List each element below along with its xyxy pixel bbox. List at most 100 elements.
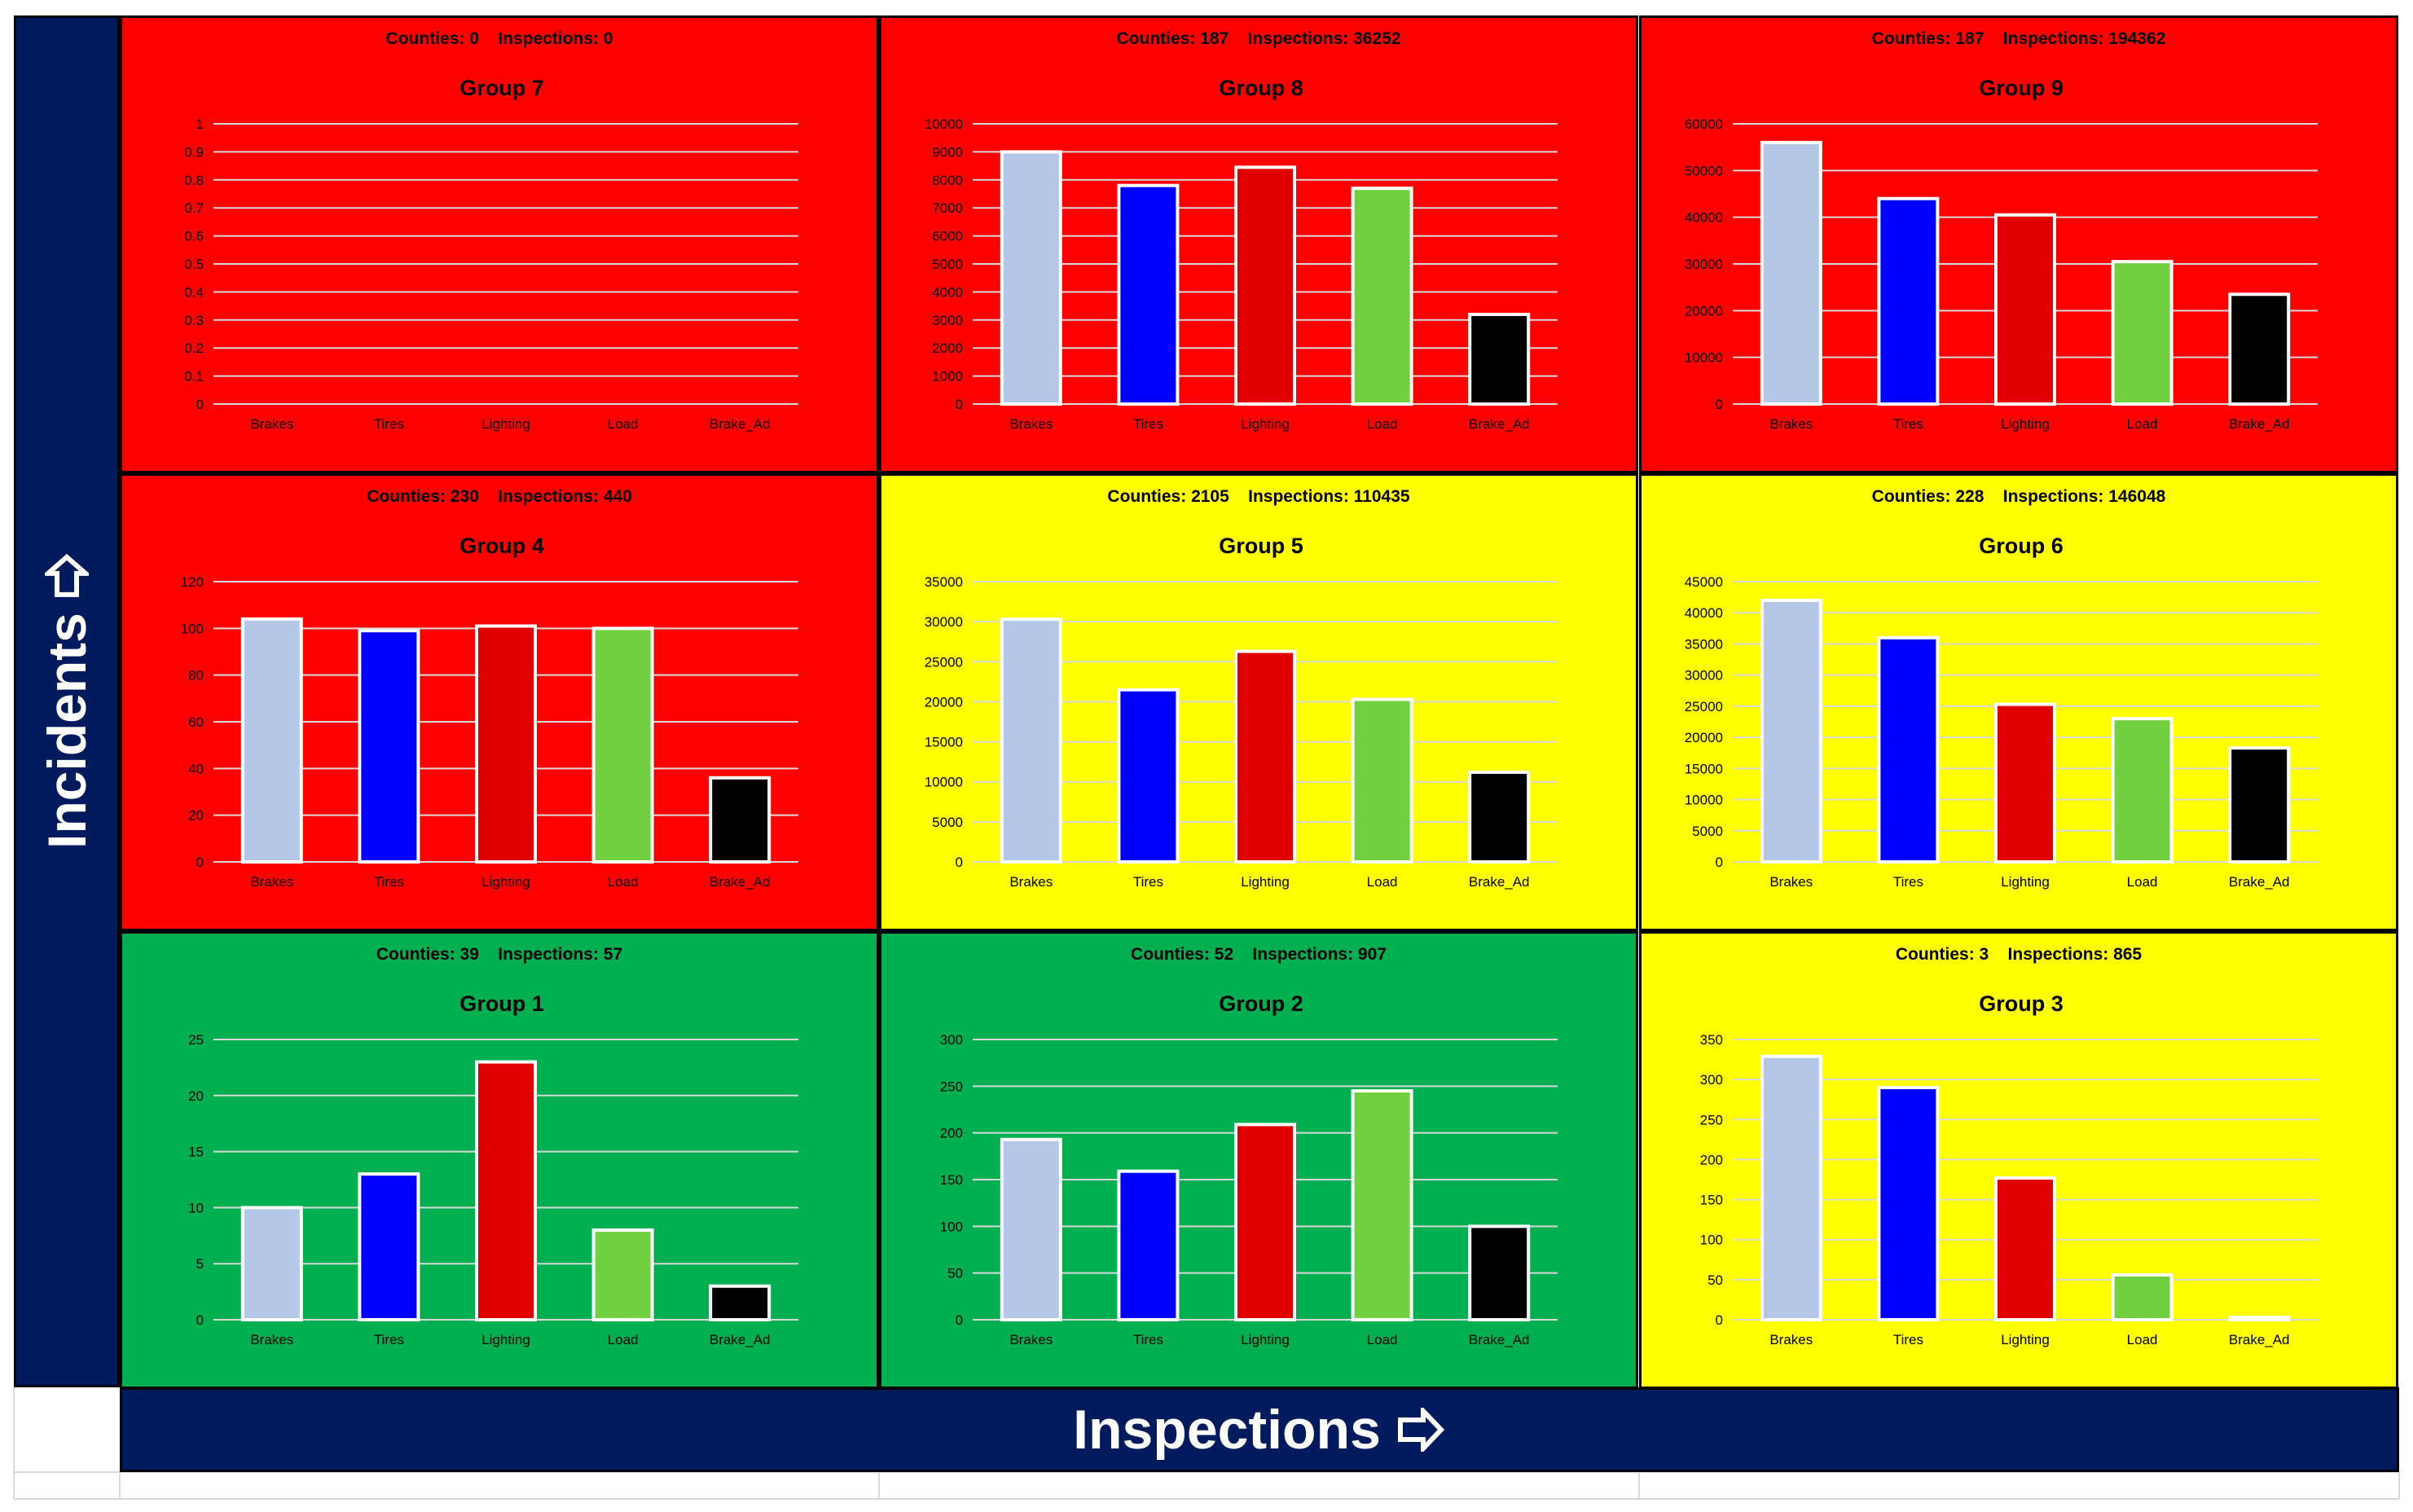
group-8-x-tick-label: Brakes [1009,416,1053,432]
group-6-x-tick-label: Lighting [2001,874,2050,890]
group-4-x-tick-label: Tires [374,874,404,890]
group-8-y-tick-label: 3000 [932,313,963,328]
group-7-y-tick-label: 0.2 [184,341,204,356]
group-8-chart: Group 8 0 1000 2000 3000 4000 5000 6000 7000 8000… [925,76,1558,432]
group-4-panel: Counties: 230 Inspections: 440 Group 4 0 20… [120,473,879,931]
group-5-chart: Group 5 0 5000 10000 15000 20000 25000 30000 350… [925,534,1558,890]
group-1-x-tick-label: Tires [374,1332,404,1347]
group-9-bar-lighting [1994,213,2056,406]
arrow-right-icon [1397,1408,1445,1452]
group-5-x-tick-label: Tires [1133,874,1163,890]
group-5-title: Group 5 [1219,534,1303,558]
group-4-bar-tires [358,629,420,864]
group-2-bar-brake-ad [1468,1224,1531,1322]
group-5-bar-brake-ad [1468,770,1531,864]
group-8-counties-value: 187 [1200,29,1229,48]
group-3-bar-lighting [1994,1176,2056,1321]
group-1-inspections-value: 57 [603,945,623,964]
group-6-x-tick-label: Brakes [1769,874,1813,890]
group-4-inspections-value: 440 [603,487,632,506]
group-6-y-tick-label: 45000 [1685,574,1723,590]
group-1-y-tick-label: 10 [188,1200,204,1215]
group-3-x-tick-label: Tires [1893,1332,1923,1347]
group-5-bar-tires [1117,688,1180,864]
group-8-y-tick-label: 10000 [925,116,963,132]
group-3-x-tick-label: Brakes [1769,1332,1813,1347]
group-1-inspections-label: Inspections: [478,945,604,964]
group-4-y-tick-label: 20 [188,808,204,824]
group-2-bar-tires [1117,1169,1180,1321]
group-2-y-tick-label: 250 [940,1079,963,1094]
group-5-bar-brakes [1000,618,1062,864]
group-7-counties-value: 0 [469,29,479,48]
group-4-x-tick-label: Lighting [481,874,530,890]
group-3-y-tick-label: 250 [1700,1112,1723,1127]
group-2-x-tick-label: Tires [1133,1332,1163,1347]
group-2-inspections-value: 907 [1357,945,1387,964]
group-5-inspections-value: 110435 [1353,487,1410,506]
group-7-y-tick-label: 1 [196,116,204,132]
x-axis-banner: Inspections [120,1387,2399,1472]
group-5-y-tick-label: 25000 [925,654,963,670]
group-1-bar-lighting [475,1060,537,1322]
group-8-x-tick-label: Brake_Ad [1469,416,1530,432]
group-8-y-tick-label: 1000 [932,369,963,385]
group-9-y-tick-label: 60000 [1685,116,1723,132]
group-6-counties-label: Counties: [1871,487,1956,506]
group-6-x-tick-label: Brake_Ad [2229,874,2290,890]
group-7-x-tick-label: Brakes [250,416,293,432]
group-9-y-tick-label: 30000 [1685,257,1723,272]
group-7-y-tick-label: 0.8 [184,173,204,188]
group-8-title: Group 8 [1219,76,1303,100]
group-8-bar-lighting [1234,165,1296,406]
group-7-x-tick-label: Lighting [481,416,530,432]
group-4-chart: Group 4 0 20 40 60 80 100 120 Brakes Tires Lightin… [181,534,798,890]
group-3-y-tick-label: 50 [1708,1272,1723,1288]
x-axis-title: Inspections [1073,1399,1381,1461]
group-4-bar-brakes [240,617,303,864]
group-5-x-tick-label: Load [1367,874,1398,890]
group-7-chart: Group 7 0 0.1 0.2 0.3 0.4 0.5 0.6 0.7 0.8 0.9 1 Brak… [184,76,798,432]
group-2-counties-value: 52 [1214,945,1234,964]
group-9-x-tick-label: Brakes [1769,416,1813,432]
group-9-bar-load [2111,260,2173,406]
group-7-y-tick-label: 0.9 [184,144,204,160]
group-6-bar-tires [1877,635,1940,864]
group-6-panel: Counties: 228 Inspections: 146048 Group 6… [1639,473,2398,931]
group-2-bar-lighting [1234,1123,1296,1321]
group-7-title: Group 7 [459,76,544,100]
group-4-bar-brake-ad [709,776,771,864]
group-8-counties-label: Counties: [1116,29,1201,48]
group-5-counties-label: Counties: [1107,487,1192,506]
group-3-bar-brakes [1760,1054,1822,1321]
group-7-y-tick-label: 0 [196,397,204,412]
group-7-counties-label: Counties: [385,29,470,48]
group-8-y-tick-label: 2000 [932,341,963,356]
group-1-y-tick-label: 25 [188,1032,204,1048]
group-1-x-tick-label: Load [608,1332,639,1347]
group-1-x-tick-label: Brake_Ad [710,1332,771,1347]
group-8-panel: Counties: 187 Inspections: 36252 Group 8 0… [879,15,1638,473]
group-7-y-tick-label: 0.7 [184,200,204,216]
group-6-y-tick-label: 15000 [1685,761,1723,776]
y-axis-title: Incidents [37,613,97,849]
group-8-y-tick-label: 6000 [932,229,963,244]
group-1-counties-label: Counties: [376,945,460,964]
group-5-y-tick-label: 35000 [925,574,963,590]
group-9-y-tick-label: 20000 [1685,303,1723,319]
group-7-y-tick-label: 0.1 [184,369,204,385]
group-2-x-tick-label: Lighting [1241,1332,1290,1347]
group-4-y-tick-label: 40 [188,761,204,776]
group-3-y-tick-label: 300 [1700,1072,1723,1088]
group-8-header: Counties: 187 Inspections: 36252 [881,29,1636,49]
group-8-inspections-label: Inspections: [1228,29,1354,48]
group-8-bar-load [1351,187,1413,406]
group-3-inspections-value: 865 [2113,945,2143,964]
group-1-bar-brake-ad [709,1284,771,1321]
group-8-y-tick-label: 9000 [932,144,963,160]
group-3-y-tick-label: 0 [1716,1312,1723,1328]
group-5-x-tick-label: Brakes [1009,874,1053,890]
group-5-y-tick-label: 30000 [925,614,963,630]
group-4-bar-lighting [475,624,537,864]
